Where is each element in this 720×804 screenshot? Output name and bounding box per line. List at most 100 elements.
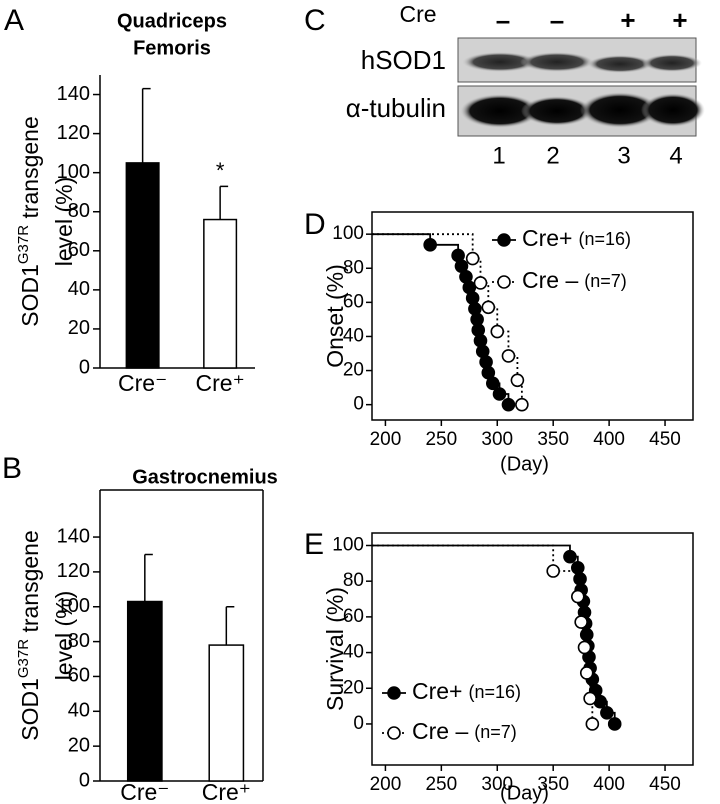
y-tick-label: 80 bbox=[343, 570, 364, 591]
legend-name: Cre+ bbox=[412, 678, 463, 704]
legend-entry: Cre+ (n=16) bbox=[412, 678, 521, 704]
step-line bbox=[488, 306, 499, 332]
condition-sign: – bbox=[496, 5, 510, 35]
y-axis-label: Onset (%) bbox=[322, 264, 348, 368]
x-tick-label: 400 bbox=[593, 774, 625, 795]
y-tick-label: 20 bbox=[343, 677, 364, 698]
lane-label: 4 bbox=[669, 142, 682, 169]
y-tick-label: 40 bbox=[68, 278, 90, 300]
bar bbox=[126, 600, 163, 782]
y-tick-label: 100 bbox=[57, 161, 90, 183]
condition-sign: + bbox=[620, 5, 635, 35]
marker bbox=[546, 564, 560, 578]
marker bbox=[481, 300, 496, 315]
marker bbox=[563, 549, 577, 564]
legend-name: Cre+ bbox=[522, 225, 573, 251]
band bbox=[521, 96, 593, 126]
y-tick-label: 60 bbox=[68, 239, 90, 261]
condition-label: Cre bbox=[399, 1, 436, 27]
x-tick-label: 250 bbox=[425, 774, 457, 795]
x-tick-label: 350 bbox=[537, 774, 569, 795]
error-bar bbox=[219, 185, 229, 220]
bar bbox=[203, 218, 238, 369]
panel-label: B bbox=[2, 452, 22, 485]
plot-frame bbox=[371, 211, 694, 421]
band bbox=[587, 55, 653, 73]
bar bbox=[125, 162, 160, 369]
error-bar bbox=[144, 553, 153, 602]
y-tick-label: 0 bbox=[353, 713, 364, 734]
legend-entry: Cre – (n=7) bbox=[522, 267, 627, 293]
y-tick-label: 0 bbox=[353, 394, 364, 415]
row-label: hSOD1 bbox=[361, 45, 446, 75]
step-line bbox=[553, 570, 579, 597]
y-tick-label: 0 bbox=[79, 769, 90, 791]
y-tick-label: 80 bbox=[343, 257, 364, 278]
legend-name: Cre – bbox=[522, 267, 578, 293]
marker bbox=[510, 373, 525, 388]
marker bbox=[423, 238, 437, 252]
legend-note: (n=7) bbox=[474, 722, 517, 742]
x-tick-label: 350 bbox=[537, 429, 569, 450]
y-tick-label: 0 bbox=[79, 356, 90, 378]
marker bbox=[585, 717, 600, 731]
y-tick-label: 140 bbox=[57, 525, 90, 547]
condition-sign: + bbox=[672, 5, 687, 35]
band bbox=[642, 54, 702, 72]
legend-name: Cre – bbox=[412, 718, 468, 744]
row-label: α-tubulin bbox=[346, 93, 446, 123]
y-axis-label-sup: G37R bbox=[15, 639, 32, 678]
x-tick-label: 250 bbox=[425, 429, 457, 450]
band bbox=[641, 93, 705, 127]
y-tick-label: 60 bbox=[68, 665, 90, 687]
chart-title: Quadriceps bbox=[117, 10, 227, 32]
y-tick-label: 20 bbox=[68, 317, 90, 339]
bar bbox=[208, 644, 245, 782]
step-line bbox=[372, 233, 432, 245]
y-tick-label: 140 bbox=[57, 83, 90, 105]
step-line bbox=[508, 354, 519, 381]
y-tick-label: 20 bbox=[343, 360, 364, 381]
y-axis-label: level (%) bbox=[51, 591, 77, 680]
y-tick-label: 100 bbox=[57, 595, 90, 617]
y-axis-label: Survival (%) bbox=[322, 587, 348, 711]
legend-entry: Cre – (n=7) bbox=[412, 718, 517, 744]
step-line bbox=[372, 233, 474, 259]
x-tick-label: 200 bbox=[370, 774, 402, 795]
marker bbox=[583, 691, 597, 706]
y-axis-label: SOD1G37R transgene bbox=[15, 116, 43, 327]
marker bbox=[515, 397, 529, 412]
lane-label: 3 bbox=[617, 142, 630, 169]
error-bar bbox=[141, 87, 151, 163]
x-tick-label: 450 bbox=[649, 774, 681, 795]
x-axis-label: (Day) bbox=[500, 782, 549, 804]
step-line bbox=[372, 544, 555, 572]
y-tick-label: 60 bbox=[343, 291, 364, 312]
y-tick-label: 80 bbox=[68, 200, 90, 222]
marker bbox=[573, 572, 587, 586]
step-line bbox=[372, 544, 571, 557]
y-tick-label: 80 bbox=[68, 630, 90, 652]
lane-label: 2 bbox=[546, 142, 559, 169]
y-tick-label: 20 bbox=[68, 734, 90, 756]
y-axis-label-part: SOD1 bbox=[17, 678, 43, 741]
x-tick-label: 300 bbox=[481, 429, 513, 450]
marker bbox=[501, 349, 516, 363]
marker bbox=[577, 640, 592, 655]
x-tick-label: 400 bbox=[593, 429, 625, 450]
step-line bbox=[497, 330, 510, 356]
legend-note: (n=16) bbox=[469, 682, 522, 702]
legend-marker bbox=[387, 726, 401, 740]
lane-label: 1 bbox=[492, 142, 505, 169]
marker bbox=[485, 376, 500, 391]
legend-note: (n=16) bbox=[579, 229, 632, 249]
marker bbox=[579, 666, 594, 680]
band bbox=[520, 52, 594, 72]
marker bbox=[570, 589, 585, 604]
marker bbox=[465, 251, 480, 266]
y-tick-label: 100 bbox=[332, 535, 364, 556]
marker bbox=[490, 324, 505, 339]
y-tick-label: 60 bbox=[343, 606, 364, 627]
